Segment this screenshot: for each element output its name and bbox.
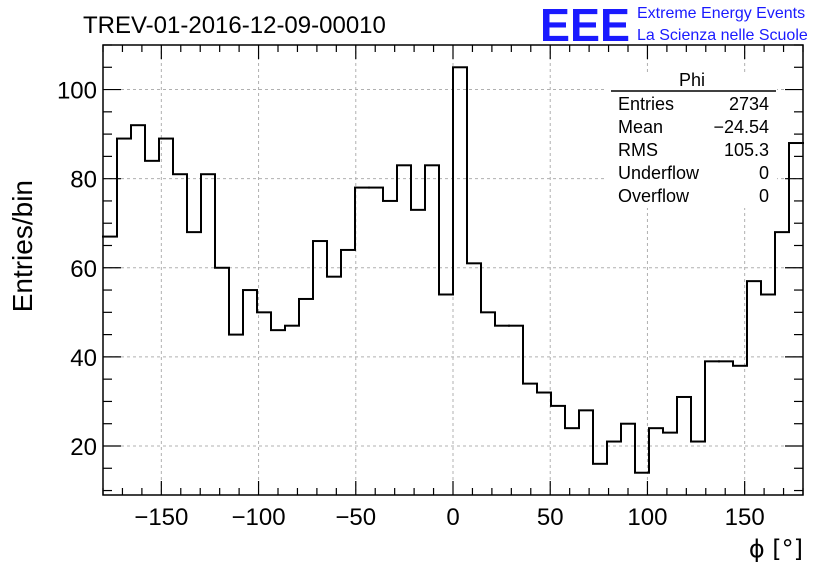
x-tick-label: 0 xyxy=(446,504,459,531)
x-tick-label: 100 xyxy=(627,504,667,531)
logo-line-1: Extreme Energy Events xyxy=(637,5,805,22)
x-tick-label: 50 xyxy=(537,504,564,531)
logo-line-2: La Scienza nelle Scuole xyxy=(637,27,808,44)
histogram xyxy=(102,66,804,474)
stats-label-mean: Mean xyxy=(618,117,663,137)
stats-value-overflow: 0 xyxy=(759,186,769,206)
eee-logo: EEE Extreme Energy Events La Scienza nel… xyxy=(540,0,808,51)
y-axis-label: Entries/bin xyxy=(7,180,38,312)
y-tick-label: 20 xyxy=(70,434,97,461)
y-tick-label: 40 xyxy=(70,345,97,372)
axes xyxy=(102,44,804,496)
y-tick-label: 80 xyxy=(70,167,97,194)
stats-value-rms: 105.3 xyxy=(724,140,769,160)
x-tick-label: −50 xyxy=(335,504,376,531)
stats-title: Phi xyxy=(679,70,705,90)
stats-value-mean: −24.54 xyxy=(713,117,769,137)
stats-box-border xyxy=(607,72,777,208)
stats-label-entries: Entries xyxy=(618,94,674,114)
stats-value-entries: 2734 xyxy=(729,94,769,114)
x-tick-label: −100 xyxy=(232,504,286,531)
stats-box: Phi Entries 2734 Mean −24.54 RMS 105.3 U… xyxy=(607,70,777,208)
stats-label-underflow: Underflow xyxy=(618,163,700,183)
y-tick-label: 60 xyxy=(70,256,97,283)
tick-labels: −150 −100 −50 0 50 100 150 20 40 60 80 100 xyxy=(57,78,765,531)
x-tick-label: 150 xyxy=(725,504,765,531)
x-axis-label: ϕ [°] xyxy=(749,535,803,563)
stats-label-overflow: Overflow xyxy=(618,186,690,206)
stats-value-underflow: 0 xyxy=(759,163,769,183)
x-tick-label: −150 xyxy=(134,504,188,531)
logo-mark: EEE xyxy=(540,0,630,51)
chart-title: TREV-01-2016-12-09-00010 xyxy=(83,12,386,39)
y-tick-label: 100 xyxy=(57,78,97,105)
stats-label-rms: RMS xyxy=(618,140,658,160)
